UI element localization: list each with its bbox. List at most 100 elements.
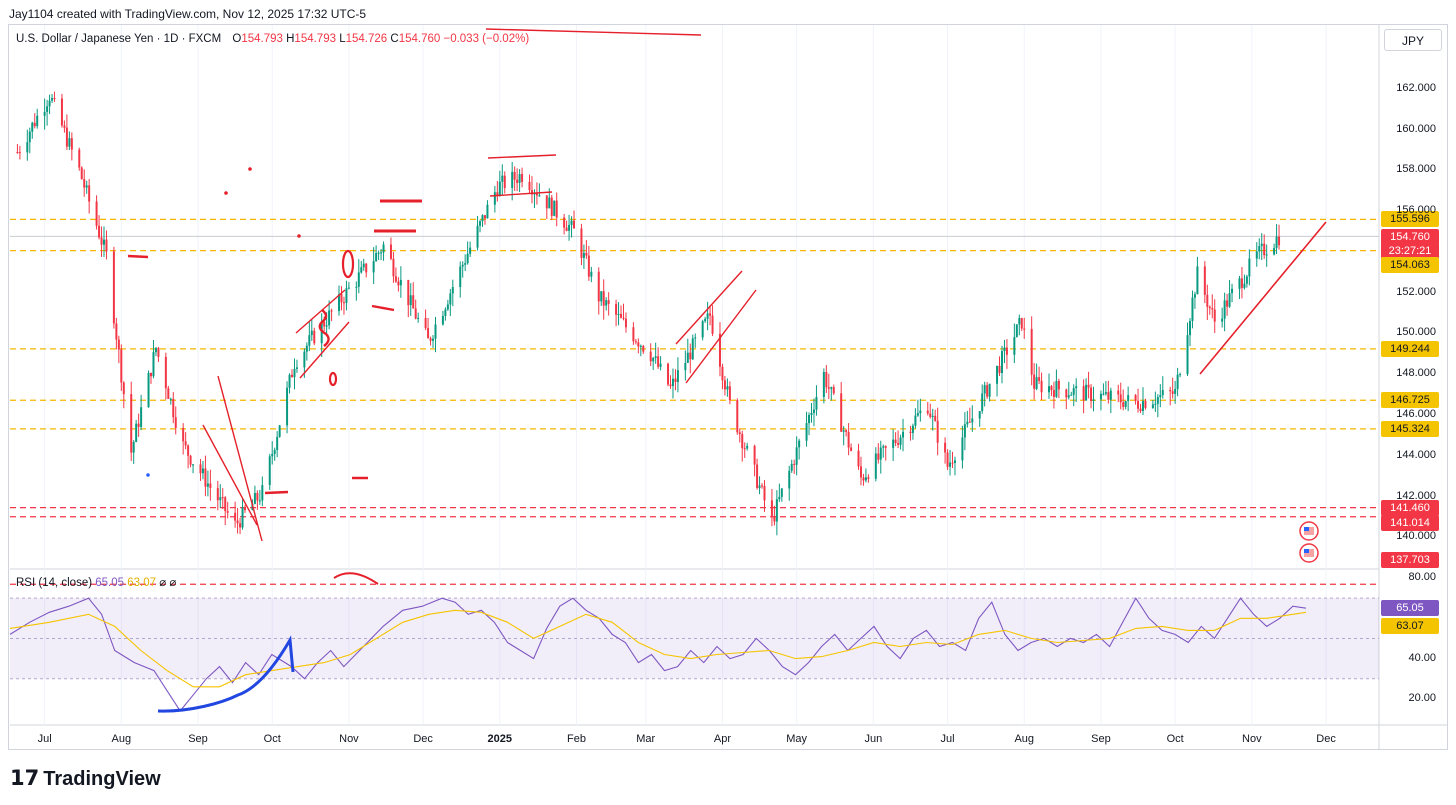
candle-body (892, 439, 895, 448)
candle-body (919, 410, 922, 414)
candle-body (1179, 374, 1182, 376)
candle-body (342, 302, 345, 304)
candle-body (582, 252, 585, 258)
candle-body (1226, 300, 1229, 307)
candle-body (812, 409, 815, 414)
candle-body (761, 485, 764, 487)
candle-body (1245, 276, 1248, 284)
candle-body (756, 464, 759, 488)
candle-body (936, 420, 939, 443)
candle-body (521, 173, 524, 182)
candle-body (971, 418, 974, 423)
y-tick-label: 142.000 (1396, 489, 1436, 502)
candle-body (1203, 266, 1206, 295)
candle-body (1213, 309, 1216, 322)
candle-body (486, 204, 489, 219)
candle-body (718, 333, 721, 367)
symbol-title[interactable]: U.S. Dollar / Japanese Yen · 1D · FXCM (16, 33, 222, 45)
candle-body (476, 225, 479, 248)
candle-body (313, 330, 316, 344)
candle-body (822, 372, 825, 398)
candle-body (429, 338, 432, 341)
candle-body (1211, 308, 1214, 310)
candle-body (988, 383, 991, 397)
candle-body (43, 111, 46, 116)
candle-body (271, 453, 274, 457)
candle-body (657, 356, 660, 367)
candle-body (513, 171, 516, 180)
candle-body (80, 167, 83, 180)
rsi-ma-line (9, 609, 1307, 688)
annotation-marks (127, 254, 395, 495)
x-tick-label: Jun (864, 733, 883, 745)
candle-body (1085, 384, 1088, 401)
candle-body (684, 362, 687, 371)
candle-body (704, 318, 707, 322)
candle-body (466, 253, 469, 264)
candle-body (632, 327, 635, 342)
candle-body (135, 423, 138, 442)
candle-body (498, 181, 501, 196)
candle-body (394, 276, 397, 282)
candle-body (167, 388, 170, 399)
x-tick-label: Sep (188, 733, 208, 745)
candle-body (1092, 399, 1095, 402)
candle-body (345, 288, 348, 303)
rsi-value-label: 65.05 (1381, 600, 1439, 617)
candle-body (169, 398, 172, 400)
annotation-circle (328, 371, 338, 387)
candle-body (451, 287, 454, 294)
candle-body (407, 279, 410, 306)
candle-body (1265, 254, 1268, 256)
candle-body (1099, 393, 1102, 400)
candle-body (615, 303, 618, 315)
annotation-scribble (318, 309, 330, 347)
currency-button[interactable]: JPY (1384, 29, 1442, 51)
candle-body (1038, 377, 1041, 381)
candle-body (1275, 236, 1278, 248)
candle-body (827, 387, 830, 389)
candle-body (770, 500, 773, 517)
candle-body (357, 272, 360, 287)
candle-body (1030, 328, 1033, 375)
annotation-line (299, 321, 350, 379)
candle-body (60, 98, 63, 126)
candle-body (1188, 320, 1191, 336)
low-label: L (339, 33, 346, 45)
candle-body (1065, 389, 1068, 398)
eye-off-icon[interactable]: ⌀ (169, 577, 177, 589)
candle-body (219, 497, 222, 501)
candle-body (164, 356, 167, 389)
candle-body (209, 483, 212, 489)
candle-body (763, 486, 766, 501)
level-label-154063: 154.063 (1381, 256, 1439, 273)
candle-body (244, 507, 247, 511)
tradingview-logo[interactable]: 𝟭𝟳 TradingView (10, 766, 161, 791)
rsi-ma-label: 63.07 (1381, 618, 1439, 635)
candle-body (667, 363, 670, 385)
candle-body (909, 431, 912, 433)
candle-body (1122, 402, 1125, 407)
candle-body (847, 431, 850, 448)
candle-body (996, 365, 999, 384)
candle-body (397, 281, 400, 286)
us-flag-icon (1304, 549, 1309, 553)
rsi-legend: RSI (14, close) 65.05 63.07 ⌀ ⌀ (16, 575, 176, 589)
candle-body (310, 330, 313, 336)
x-tick-label: Jul (37, 733, 52, 745)
candle-body (607, 300, 610, 304)
candle-body (1127, 395, 1130, 401)
rsi-title[interactable]: RSI (14, close) (16, 577, 93, 589)
candle-body (808, 415, 811, 424)
eye-off-icon[interactable]: ⌀ (159, 577, 167, 589)
price-legend: U.S. Dollar / Japanese Yen · 1D · FXCM O… (16, 33, 529, 45)
candle-body (46, 106, 49, 112)
candle-body (380, 252, 383, 254)
y-tick-label: 140.000 (1396, 530, 1436, 543)
candle-body (1050, 386, 1053, 391)
candle-body (216, 488, 219, 501)
y-tick-label: 148.000 (1396, 367, 1436, 380)
candle-body (286, 387, 289, 426)
candle-body (392, 258, 395, 277)
